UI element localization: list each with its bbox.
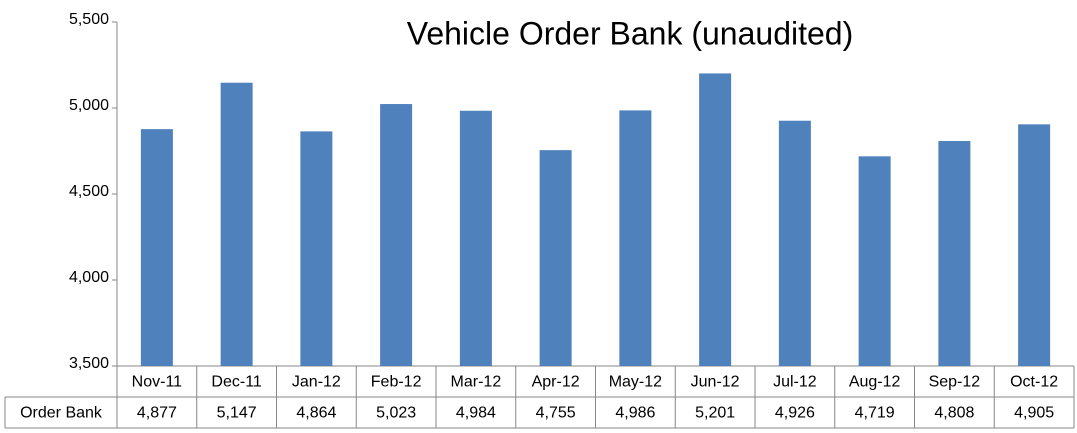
x-tick-label: Nov-11 xyxy=(132,374,182,391)
bar xyxy=(938,141,971,366)
x-tick-label: Feb-12 xyxy=(371,374,422,391)
data-label: 4,808 xyxy=(934,405,974,422)
bar xyxy=(380,104,413,366)
bar xyxy=(858,156,891,366)
bar xyxy=(220,82,253,366)
x-tick-label: Aug-12 xyxy=(849,374,901,391)
bar xyxy=(699,73,732,366)
x-tick-label: Jun-12 xyxy=(691,374,740,391)
data-label: 4,719 xyxy=(855,405,895,422)
bar xyxy=(140,129,173,366)
data-label: 4,864 xyxy=(296,405,336,422)
x-tick-label: Dec-11 xyxy=(211,374,261,391)
bar xyxy=(778,120,811,366)
data-label: 4,905 xyxy=(1014,405,1054,422)
y-tick-label: 4,000 xyxy=(69,269,109,286)
x-tick-label: May-12 xyxy=(609,374,662,391)
legend-label: Order Bank xyxy=(20,405,103,422)
chart-title: Vehicle Order Bank (unaudited) xyxy=(407,15,853,51)
data-label: 4,984 xyxy=(456,405,496,422)
x-tick-label: Mar-12 xyxy=(451,374,502,391)
data-label: 4,926 xyxy=(775,405,815,422)
y-tick-label: 5,000 xyxy=(69,97,109,114)
data-label: 5,147 xyxy=(217,405,257,422)
data-label: 5,201 xyxy=(695,405,735,422)
y-tick-label: 3,500 xyxy=(69,355,109,372)
y-tick-label: 4,500 xyxy=(69,183,109,200)
y-tick-label: 5,500 xyxy=(69,11,109,28)
data-label: 4,986 xyxy=(615,405,655,422)
bar xyxy=(619,110,652,367)
x-tick-label: Oct-12 xyxy=(1010,374,1058,391)
data-label: 4,877 xyxy=(137,405,177,422)
bar xyxy=(539,150,572,366)
bar xyxy=(300,131,333,366)
x-tick-label: Sep-12 xyxy=(929,374,981,391)
x-tick-label: Apr-12 xyxy=(532,374,580,391)
bar xyxy=(1018,124,1051,366)
data-label: 4,755 xyxy=(536,405,576,422)
x-tick-label: Jul-12 xyxy=(773,374,817,391)
x-tick-label: Jan-12 xyxy=(292,374,341,391)
bar xyxy=(459,110,492,366)
data-label: 5,023 xyxy=(376,405,416,422)
